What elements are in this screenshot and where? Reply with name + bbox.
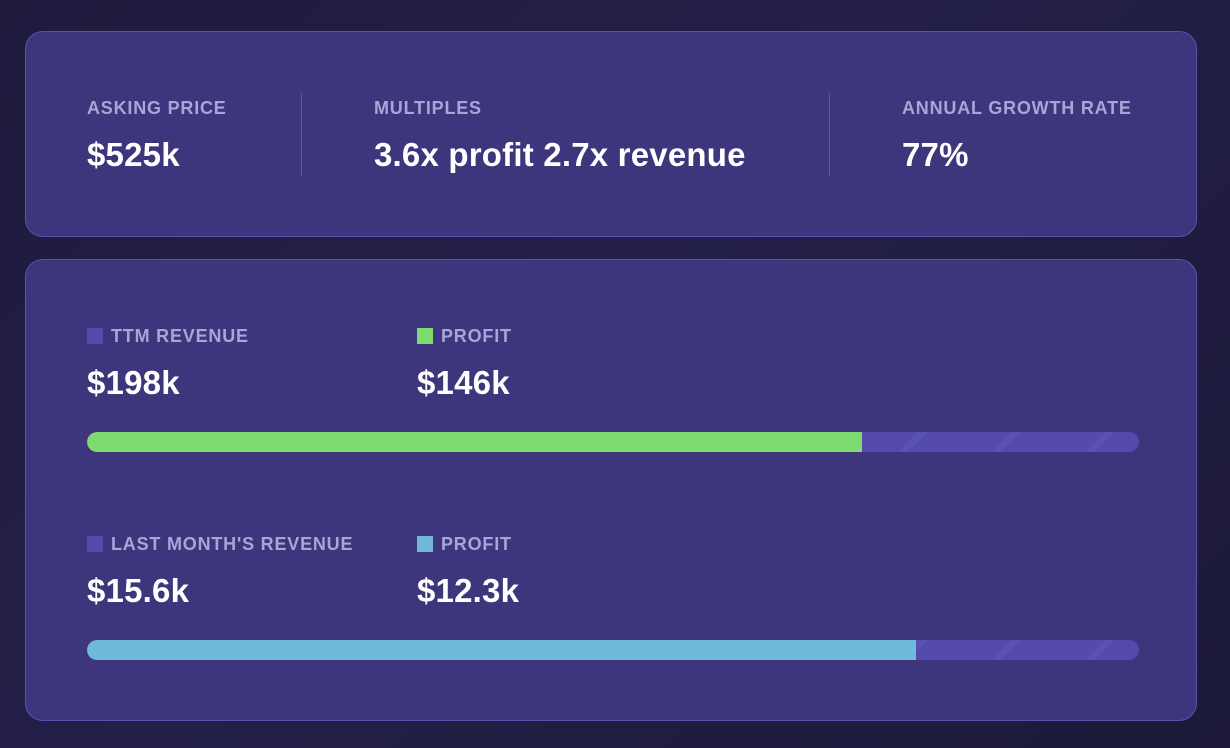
growth-rate-value: 77%	[902, 136, 969, 173]
multiples-value: 3.6x profit 2.7x revenue	[374, 136, 746, 173]
summary-divider	[829, 93, 830, 177]
last-month-revenue-swatch	[87, 536, 103, 552]
last-month-revenue-value: $15.6k	[87, 572, 190, 609]
revenue-card: TTM REVENUE $198k PROFIT $146k LAST MONT…	[25, 259, 1197, 721]
last-month-revenue-bar	[87, 640, 1139, 660]
last-month-revenue-label: LAST MONTH'S REVENUE	[111, 534, 354, 554]
ttm-profit-label: PROFIT	[441, 326, 512, 346]
growth-rate-label: ANNUAL GROWTH RATE	[902, 98, 1132, 118]
ttm-revenue-value: $198k	[87, 364, 180, 401]
ttm-revenue-bar	[87, 432, 1139, 452]
ttm-profit-value: $146k	[417, 364, 510, 401]
last-month-profit-label: PROFIT	[441, 534, 512, 554]
ttm-profit-swatch	[417, 328, 433, 344]
asking-price-value: $525k	[87, 136, 180, 173]
summary-card: ASKING PRICE $525k MULTIPLES 3.6x profit…	[25, 31, 1197, 237]
last-month-profit-value: $12.3k	[417, 572, 520, 609]
multiples-label: MULTIPLES	[374, 98, 482, 118]
ttm-revenue-swatch	[87, 328, 103, 344]
summary-divider	[301, 93, 302, 177]
ttm-profit-bar-fill	[87, 432, 863, 452]
ttm-revenue-label: TTM REVENUE	[111, 326, 249, 346]
asking-price-label: ASKING PRICE	[87, 98, 227, 118]
last-month-profit-swatch	[417, 536, 433, 552]
last-month-profit-bar-fill	[87, 640, 916, 660]
